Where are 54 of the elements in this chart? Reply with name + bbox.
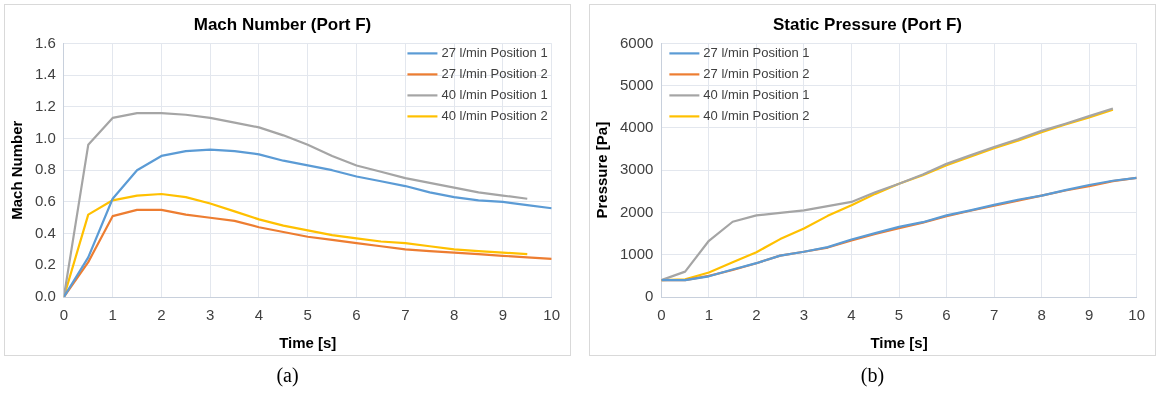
- y-tick-label: 1.0: [34, 128, 56, 146]
- x-tick-label: 5: [303, 306, 312, 324]
- y-tick-label: 0.6: [34, 192, 56, 210]
- x-tick-label: 0: [657, 306, 666, 324]
- legend-label: 40 l/min Position 2: [441, 107, 548, 123]
- y-axis-title: Pressure [Pa]: [593, 121, 611, 219]
- y-tick-label: 1000: [619, 244, 654, 262]
- x-tick-label: 4: [254, 306, 264, 324]
- y-tick-label: 3000: [619, 160, 654, 178]
- x-tick-label: 10: [1128, 306, 1145, 324]
- x-tick-label: 1: [704, 306, 714, 324]
- x-tick-label: 9: [498, 306, 508, 324]
- legend-label: 27 l/min Position 2: [703, 65, 810, 81]
- y-tick-label: 4000: [619, 118, 654, 136]
- y-tick-label: 0.2: [34, 255, 56, 273]
- y-tick-label: 1.4: [34, 65, 56, 83]
- chart-title: Mach Number (Port F): [193, 14, 372, 34]
- y-tick-label: 6000: [619, 33, 654, 51]
- x-tick-label: 3: [799, 306, 809, 324]
- x-tick-label: 6: [352, 306, 361, 324]
- y-tick-label: 0.8: [34, 160, 56, 178]
- x-tick-label: 2: [752, 306, 761, 324]
- x-axis-title: Time [s]: [870, 334, 928, 352]
- legend-label: 27 l/min Position 2: [441, 65, 548, 81]
- x-tick-label: 8: [449, 306, 459, 324]
- x-tick-label: 7: [401, 306, 410, 324]
- legend-label: 27 l/min Position 1: [441, 44, 548, 60]
- x-tick-label: 6: [942, 306, 951, 324]
- x-tick-label: 2: [157, 306, 166, 324]
- y-tick-label: 0.0: [34, 287, 56, 305]
- x-tick-label: 9: [1084, 306, 1094, 324]
- y-tick-label: 2000: [619, 202, 654, 220]
- x-tick-label: 1: [108, 306, 117, 324]
- text: (a): [276, 364, 299, 387]
- x-axis-title: Time [s]: [279, 334, 337, 352]
- x-tick-label: 5: [894, 306, 904, 324]
- x-tick-label: 7: [989, 306, 999, 324]
- legend-label: 40 l/min Position 1: [703, 86, 810, 102]
- legend-label: 27 l/min Position 1: [703, 44, 810, 60]
- y-tick-label: 0.4: [34, 223, 56, 241]
- chart-title: Static Pressure (Port F): [773, 14, 962, 34]
- y-tick-label: 0: [645, 287, 654, 305]
- y-tick-label: 1.6: [34, 33, 56, 51]
- text: (b): [860, 364, 885, 387]
- x-tick-label: 10: [543, 306, 560, 324]
- y-tick-label: 1.2: [34, 96, 56, 114]
- x-tick-label: 0: [59, 306, 69, 324]
- x-tick-label: 4: [847, 306, 856, 324]
- x-tick-label: 8: [1037, 306, 1046, 324]
- legend-label: 40 l/min Position 1: [441, 86, 548, 102]
- y-tick-label: 5000: [619, 75, 654, 93]
- legend-label: 40 l/min Position 2: [703, 107, 810, 123]
- y-axis-title: Mach Number: [8, 120, 26, 220]
- x-tick-label: 3: [206, 306, 215, 324]
